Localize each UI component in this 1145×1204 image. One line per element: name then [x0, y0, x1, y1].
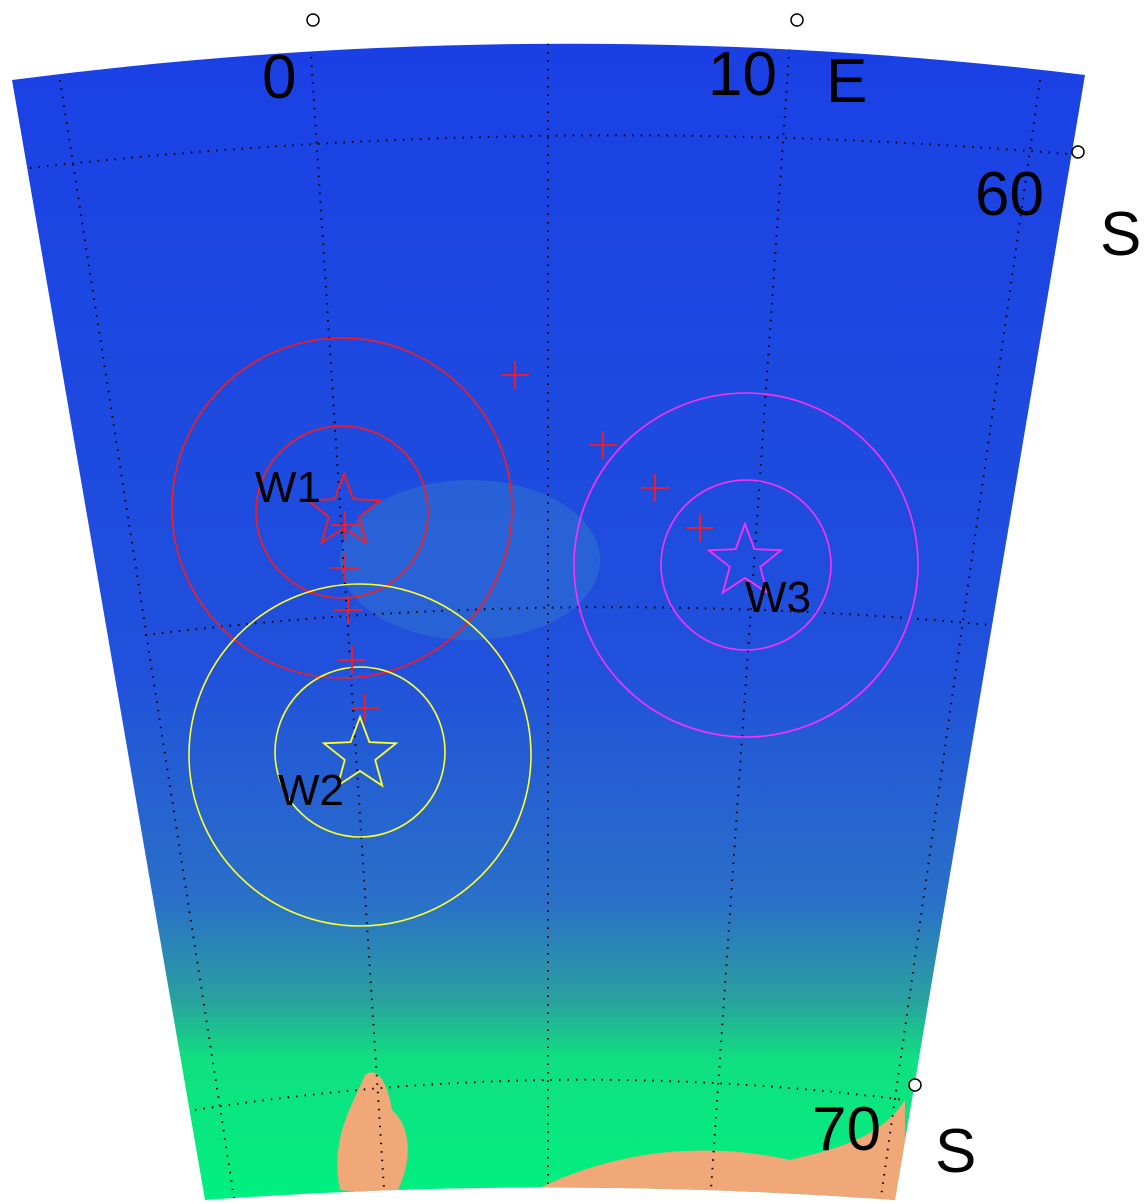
degree-sign: [307, 14, 319, 26]
site-label: W3: [745, 573, 811, 622]
degree-sign: [791, 14, 803, 26]
longitude-label: 0: [262, 43, 296, 112]
latitude-hemisphere: S: [935, 1117, 976, 1186]
degree-sign: [909, 1079, 921, 1091]
site-label: W1: [255, 463, 321, 512]
latitude-hemisphere: S: [1100, 200, 1141, 269]
map-area: [0, 0, 1145, 1204]
latitude-label: 70: [812, 1095, 881, 1164]
ice-patch: [340, 480, 600, 640]
longitude-hemisphere: E: [826, 47, 867, 116]
latitude-label: 60: [975, 160, 1044, 229]
longitude-label: 10: [708, 40, 777, 109]
degree-sign: [1072, 146, 1084, 158]
map: W1 W2 W3 0 10 E 60 S 70 S: [0, 0, 1145, 1204]
site-label: W2: [278, 766, 344, 815]
